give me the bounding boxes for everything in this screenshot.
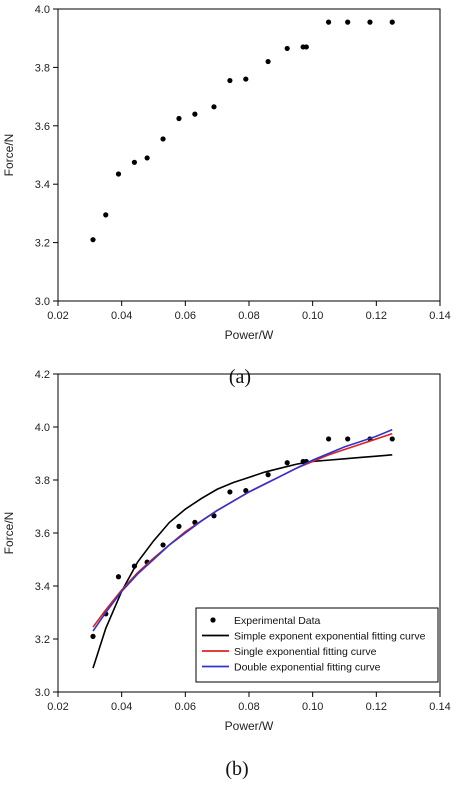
data-point	[389, 19, 395, 25]
legend-box	[195, 607, 439, 683]
data-point	[115, 171, 122, 177]
data-point	[131, 159, 137, 165]
data-point	[160, 542, 166, 548]
x-tick-label: 0.10	[302, 310, 323, 322]
y-tick-label: 3.6	[35, 528, 50, 540]
x-tick-label: 0.12	[366, 701, 387, 713]
data-point	[243, 76, 249, 82]
data-point	[211, 104, 217, 110]
y-tick-label: 3.2	[35, 634, 50, 646]
y-axis-title: Force/N	[2, 134, 16, 177]
data-point	[243, 488, 249, 494]
x-tick-label: 0.02	[47, 310, 68, 322]
legend-label: Simple exponent exponential fitting curv…	[234, 631, 426, 643]
x-axis-title: Power/W	[225, 719, 274, 733]
x-tick-label: 0.14	[429, 310, 450, 322]
chart-b: 0.02 0.04 0.06 0.08 0.10 0.12 0.14 3.0 3.2 3.4 3.6…	[2, 369, 451, 780]
y-tick-label: 3.0	[35, 687, 50, 699]
fit-curve-1	[92, 454, 393, 669]
x-tick-label: 0.08	[238, 310, 259, 322]
panel-label: (b)	[225, 758, 248, 780]
data-point	[103, 212, 109, 218]
y-tick-label: 4.2	[35, 369, 50, 381]
y-tick-label: 3.2	[35, 238, 50, 250]
data-point	[192, 111, 198, 117]
data-point	[303, 44, 309, 50]
x-tick-label: 0.04	[111, 310, 132, 322]
legend-label: Double exponential fitting curve	[234, 662, 381, 674]
data-point	[325, 19, 332, 25]
data-point	[160, 136, 166, 142]
x-tick-label: 0.06	[175, 310, 196, 322]
y-tick-label: 3.0	[35, 296, 50, 308]
data-point	[144, 155, 150, 161]
legend-label: Single exponential fitting curve	[234, 646, 377, 658]
legend-marker	[210, 617, 216, 623]
data-point	[176, 115, 182, 122]
x-tick-label: 0.10	[302, 701, 323, 713]
x-tick-label: 0.14	[429, 701, 450, 713]
y-tick-label: 3.4	[35, 581, 50, 593]
y-tick-label: 4.0	[35, 4, 50, 16]
data-point	[227, 77, 233, 84]
plot-frame	[57, 8, 441, 302]
x-axis-title: Power/W	[225, 328, 274, 342]
data-point	[227, 489, 233, 495]
data-point	[90, 237, 96, 243]
data-point	[284, 460, 290, 466]
data-point	[389, 436, 395, 442]
data-point	[325, 436, 332, 442]
legend-label: Experimental Data	[234, 615, 321, 627]
y-tick-label: 3.8	[35, 62, 50, 74]
data-point	[265, 58, 271, 65]
y-axis-title: Force/N	[2, 512, 16, 555]
fit-curve-3	[92, 428, 393, 632]
data-point	[345, 19, 351, 25]
x-tick-label: 0.02	[47, 701, 68, 713]
data-point	[176, 523, 182, 529]
data-point	[115, 574, 122, 580]
data-point	[265, 472, 271, 478]
data-point	[345, 436, 351, 442]
y-tick-label: 3.8	[35, 475, 50, 487]
fit-curve-2	[92, 432, 393, 628]
data-point	[367, 19, 373, 25]
y-tick-label: 3.4	[35, 179, 50, 191]
data-point	[211, 513, 217, 519]
panel-label: (a)	[229, 366, 251, 388]
x-tick-label: 0.06	[175, 701, 196, 713]
chart-a: 0.02 0.04 0.06 0.08 0.10 0.12 0.14 3.0 3.2 3.4 3.6…	[2, 4, 451, 388]
y-tick-label: 4.0	[35, 422, 50, 434]
x-tick-label: 0.08	[238, 701, 259, 713]
x-tick-label: 0.12	[366, 310, 387, 322]
data-point	[284, 45, 290, 52]
data-point	[90, 633, 96, 639]
y-tick-label: 3.6	[35, 121, 50, 133]
x-tick-label: 0.04	[111, 701, 132, 713]
